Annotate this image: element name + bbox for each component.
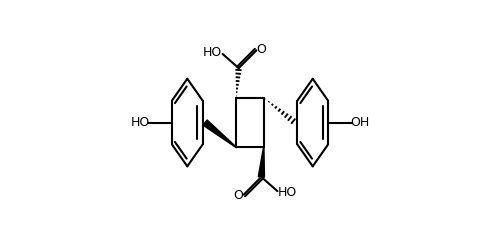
- Text: HO: HO: [203, 46, 222, 59]
- Text: OH: OH: [350, 116, 370, 129]
- Text: HO: HO: [278, 186, 297, 199]
- Text: O: O: [234, 189, 243, 202]
- Text: O: O: [256, 43, 266, 56]
- Text: HO: HO: [130, 116, 150, 129]
- Polygon shape: [203, 120, 236, 148]
- Polygon shape: [258, 147, 264, 177]
